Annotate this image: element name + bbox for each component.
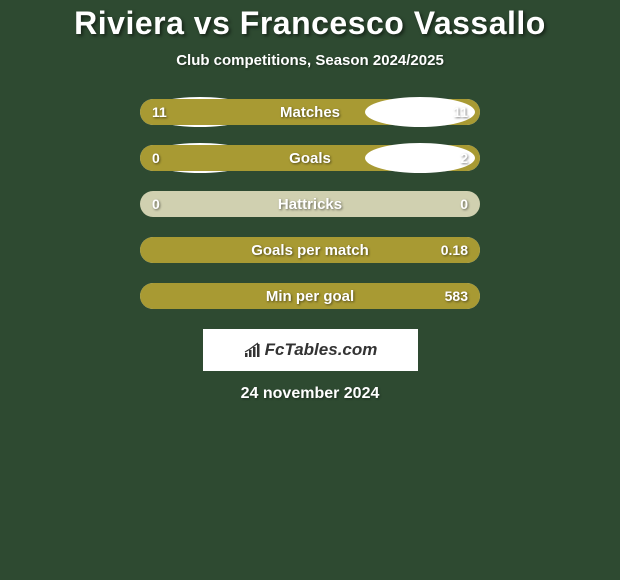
page-title: Riviera vs Francesco Vassallo [74,5,546,42]
stat-value-left: 11 [152,104,167,120]
stat-label: Min per goal [266,288,354,305]
main-container: Riviera vs Francesco Vassallo Club compe… [0,0,620,580]
logo-label: FcTables.com [265,340,378,360]
logo-text: FcTables.com [243,340,378,360]
stat-row: Goals per match 0.18 [140,237,480,263]
stats-area: 11 Matches 11 0 Goals 2 0 Hattricks 0 Goals per m… [140,99,480,329]
logo-box[interactable]: FcTables.com [203,329,418,371]
stat-bar: Goals per match 0.18 [140,237,480,263]
stat-label: Matches [280,104,340,121]
date-text: 24 november 2024 [241,385,380,403]
bar-fill-left [140,145,205,171]
stat-value-right: 11 [453,104,468,120]
stat-label: Goals per match [251,242,369,259]
stat-bar: Min per goal 583 [140,283,480,309]
stat-value-right: 2 [460,150,468,166]
stat-value-right: 583 [445,288,468,304]
chart-icon [243,341,261,359]
stat-row: Min per goal 583 [140,283,480,309]
stat-bar: 0 Hattricks 0 [140,191,480,217]
stat-value-left: 0 [152,196,160,212]
subtitle: Club competitions, Season 2024/2025 [176,52,444,69]
stat-label: Goals [289,150,331,167]
stat-label: Hattricks [278,196,342,213]
stat-value-right: 0 [460,196,468,212]
stat-row: 0 Goals 2 [140,145,480,171]
player-oval-right [365,143,475,173]
stat-value-left: 0 [152,150,160,166]
stat-value-right: 0.18 [441,242,468,258]
stat-row: 11 Matches 11 [140,99,480,125]
stat-row: 0 Hattricks 0 [140,191,480,217]
